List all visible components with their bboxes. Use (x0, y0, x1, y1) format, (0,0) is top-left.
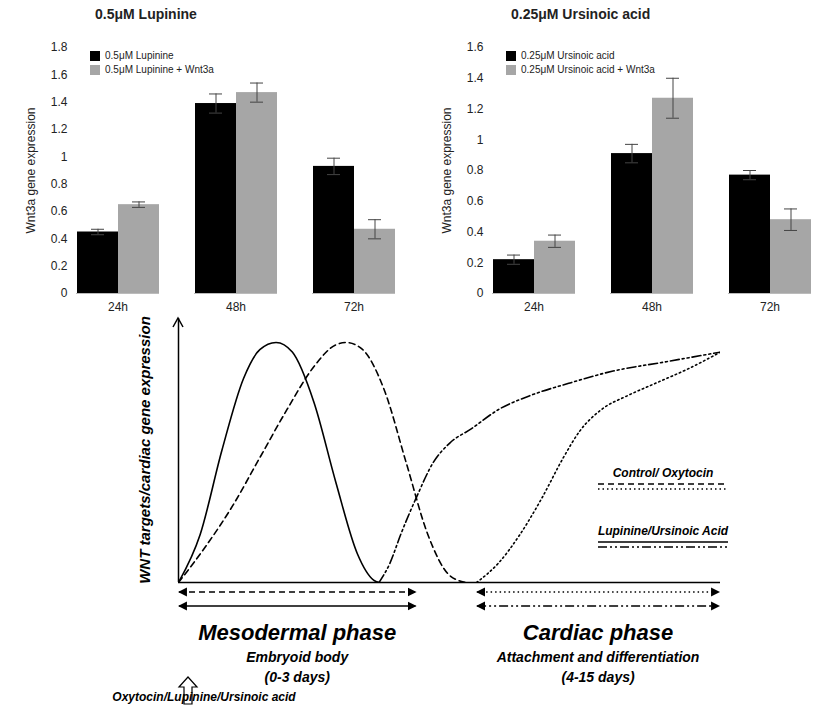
svg-text:0.6: 0.6 (467, 194, 484, 208)
svg-text:WNT targets/cardiac gene expre: WNT targets/cardiac gene expression (136, 316, 153, 584)
svg-text:Lupinine/Ursinoic Acid: Lupinine/Ursinoic Acid (598, 524, 729, 538)
svg-text:1.6: 1.6 (467, 40, 484, 54)
svg-text:72h: 72h (760, 300, 780, 314)
svg-text:Embryoid body: Embryoid body (246, 649, 349, 665)
svg-text:Cardiac phase: Cardiac phase (523, 620, 673, 645)
svg-text:Wnt3a gene expression: Wnt3a gene expression (24, 107, 38, 233)
svg-text:0.4: 0.4 (51, 232, 68, 246)
svg-text:0.8: 0.8 (467, 163, 484, 177)
svg-text:72h: 72h (344, 300, 364, 314)
svg-text:24h: 24h (524, 300, 544, 314)
html-text:0.25μM Ursinoic acid: 0.25μM Ursinoic acid (511, 6, 651, 22)
svg-text:0.2: 0.2 (467, 256, 484, 270)
svg-text:1.6: 1.6 (51, 68, 68, 82)
html-text:0.25μM Ursinoic acid + Wnt3a: 0.25μM Ursinoic acid + Wnt3a (521, 64, 655, 75)
svg-text:Wnt3a gene expression: Wnt3a gene expression (440, 107, 454, 233)
svg-text:0.4: 0.4 (467, 225, 484, 239)
svg-text:Control/ Oxytocin: Control/ Oxytocin (613, 466, 714, 480)
svg-text:0.6: 0.6 (51, 204, 68, 218)
svg-text:1.4: 1.4 (467, 71, 484, 85)
svg-text:(0-3 days): (0-3 days) (265, 669, 331, 685)
svg-text:1: 1 (61, 150, 68, 164)
svg-text:Attachment and differentiation: Attachment and differentiation (496, 649, 700, 665)
html-text:0.5μM Lupinine: 0.5μM Lupinine (105, 50, 174, 61)
svg-text:48h: 48h (642, 300, 662, 314)
svg-text:1: 1 (477, 133, 484, 147)
svg-text:0.2: 0.2 (51, 259, 68, 273)
svg-text:(4-15 days): (4-15 days) (561, 669, 634, 685)
svg-text:1.2: 1.2 (467, 102, 484, 116)
svg-text:0: 0 (61, 286, 68, 300)
svg-text:0.8: 0.8 (51, 177, 68, 191)
svg-text:Mesodermal phase: Mesodermal phase (198, 620, 396, 645)
svg-text:Oxytocin/Lupinine/Ursinoic aci: Oxytocin/Lupinine/Ursinoic acid (112, 690, 296, 704)
svg-text:0: 0 (477, 286, 484, 300)
svg-text:1.4: 1.4 (51, 95, 68, 109)
svg-text:1.2: 1.2 (51, 122, 68, 136)
svg-text:24h: 24h (108, 300, 128, 314)
svg-text:1.8: 1.8 (51, 40, 68, 54)
html-text:0.25μM Ursinoic acid: 0.25μM Ursinoic acid (521, 50, 615, 61)
html-text:0.5μM Lupinine: 0.5μM Lupinine (95, 6, 197, 22)
svg-text:48h: 48h (226, 300, 246, 314)
html-text:0.5μM Lupinine + Wnt3a: 0.5μM Lupinine + Wnt3a (105, 64, 214, 75)
